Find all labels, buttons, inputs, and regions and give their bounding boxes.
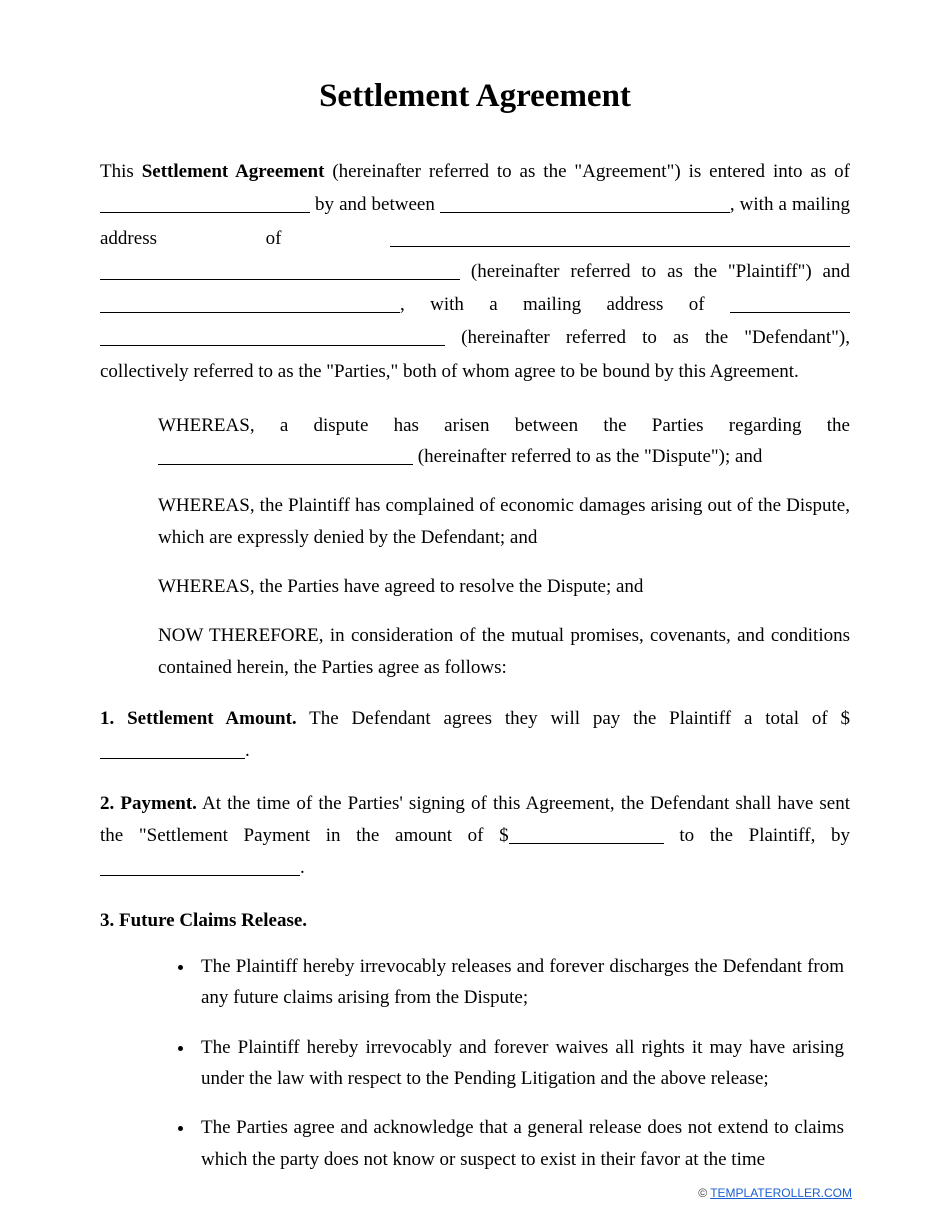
blank-amount-1[interactable] bbox=[100, 740, 245, 759]
blank-address-1b[interactable] bbox=[100, 261, 460, 280]
intro-text-2: (hereinafter referred to as the "Agreeme… bbox=[324, 161, 850, 182]
recitals-block: WHEREAS, a dispute has arisen between th… bbox=[100, 410, 850, 683]
intro-text-5: (hereinafter referred to as the "Plainti… bbox=[460, 261, 850, 282]
bullet-2: The Plaintiff hereby irrevocably and for… bbox=[195, 1032, 850, 1095]
whereas-1: WHEREAS, a dispute has arisen between th… bbox=[158, 410, 850, 473]
section-3-heading: 3. Future Claims Release. bbox=[100, 910, 307, 931]
intro-text-3: by and between bbox=[310, 194, 440, 215]
section-1-heading: 1. Settlement Amount. bbox=[100, 708, 297, 729]
section-3: 3. Future Claims Release. bbox=[100, 905, 850, 937]
bullet-3: The Parties agree and acknowledge that a… bbox=[195, 1112, 850, 1175]
blank-date[interactable] bbox=[100, 194, 310, 213]
whereas-1b: (hereinafter referred to as the "Dispute… bbox=[413, 446, 762, 467]
blank-amount-2[interactable] bbox=[509, 825, 664, 844]
section-2-body-b: to the Plaintiff, by bbox=[664, 825, 850, 846]
intro-bold-agreement: Settlement Agreement bbox=[142, 161, 325, 182]
bullet-1: The Plaintiff hereby irrevocably release… bbox=[195, 951, 850, 1014]
section-1-body-a: The Defendant agrees they will pay the P… bbox=[297, 708, 850, 729]
blank-by[interactable] bbox=[100, 857, 300, 876]
bullet-list: The Plaintiff hereby irrevocably release… bbox=[100, 951, 850, 1175]
footer: © TEMPLATEROLLER.COM bbox=[698, 1186, 852, 1200]
blank-address-2a[interactable] bbox=[730, 294, 850, 313]
intro-paragraph: This Settlement Agreement (hereinafter r… bbox=[100, 155, 850, 388]
footer-link[interactable]: TEMPLATEROLLER.COM bbox=[710, 1186, 852, 1200]
blank-address-1a[interactable] bbox=[390, 228, 850, 247]
section-1: 1. Settlement Amount. The Defendant agre… bbox=[100, 703, 850, 768]
section-2: 2. Payment. At the time of the Parties' … bbox=[100, 788, 850, 885]
section-1-body-b: . bbox=[245, 740, 250, 761]
document-page: Settlement Agreement This Settlement Agr… bbox=[0, 0, 950, 1230]
intro-text-6: , with a mailing address of bbox=[400, 294, 730, 315]
blank-dispute[interactable] bbox=[158, 446, 413, 465]
whereas-4: NOW THEREFORE, in consideration of the m… bbox=[158, 620, 850, 683]
whereas-3: WHEREAS, the Parties have agreed to reso… bbox=[158, 571, 850, 602]
section-2-body-c: . bbox=[300, 857, 305, 878]
whereas-1a: WHEREAS, a dispute has arisen between th… bbox=[158, 415, 850, 436]
footer-copyright: © bbox=[698, 1186, 710, 1200]
blank-party-2[interactable] bbox=[100, 294, 400, 313]
intro-text-1: This bbox=[100, 161, 142, 182]
blank-address-2b[interactable] bbox=[100, 327, 445, 346]
whereas-2: WHEREAS, the Plaintiff has complained of… bbox=[158, 490, 850, 553]
document-title: Settlement Agreement bbox=[100, 78, 850, 115]
section-2-heading: 2. Payment. bbox=[100, 793, 197, 814]
blank-party-1[interactable] bbox=[440, 194, 730, 213]
